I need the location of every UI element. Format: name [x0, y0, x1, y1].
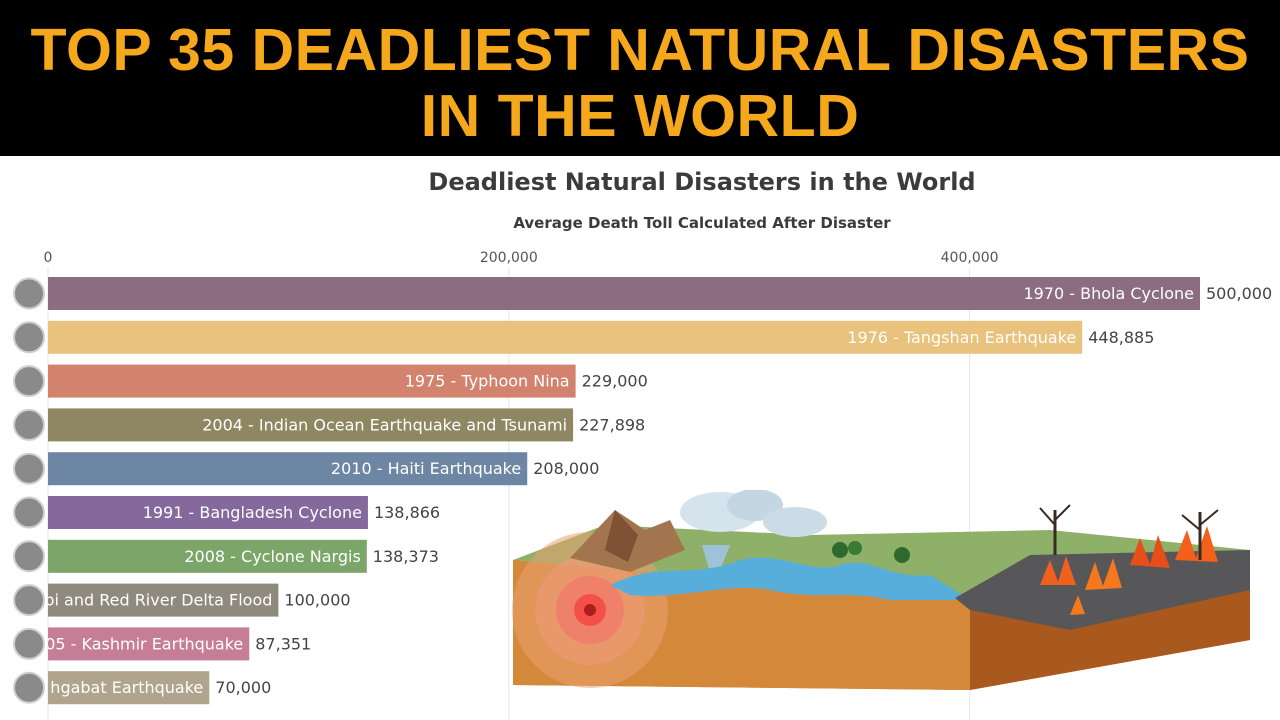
bar-label: 2010 - Haiti Earthquake — [331, 459, 521, 478]
bar — [48, 671, 210, 705]
bar — [48, 583, 279, 617]
disaster-thumbnail-icon — [13, 671, 45, 704]
value-label: 208,000 — [533, 459, 599, 478]
bar-label: 1970 - Bhola Cyclone — [1023, 284, 1194, 303]
value-label: 100,000 — [284, 591, 350, 610]
bar — [48, 277, 1200, 310]
chart-area: Deadliest Natural Disasters in the World… — [0, 156, 1280, 720]
bar-label: 2004 - Indian Ocean Earthquake and Tsuna… — [202, 415, 567, 434]
chart-subtitle: Average Death Toll Calculated After Disa… — [513, 214, 891, 232]
disaster-thumbnail-icon — [13, 408, 45, 441]
bar-chart: 0 200,000 400,000 1970 - Bhola Cyclone 500,0… — [13, 250, 1272, 720]
x-tick-label: 200,000 — [480, 250, 538, 266]
bar — [48, 364, 576, 398]
title-banner: TOP 35 DEADLIEST NATURAL DISASTERS IN TH… — [0, 0, 1280, 156]
bar-label: 1975 - Typhoon Nina — [405, 372, 570, 391]
bar — [48, 320, 1083, 354]
disaster-thumbnail-icon — [13, 584, 45, 617]
value-label: 70,000 — [215, 678, 271, 697]
bar-label: 1976 - Tangshan Earthquake — [847, 328, 1076, 347]
x-tick-label: 400,000 — [941, 250, 999, 266]
disaster-thumbnail-icon — [13, 452, 45, 485]
x-tick-label: 0 — [44, 250, 53, 266]
value-label: 138,373 — [373, 547, 439, 566]
disaster-thumbnail-icon — [13, 496, 45, 529]
value-label: 138,866 — [374, 503, 440, 522]
value-label: 229,000 — [582, 372, 648, 391]
banner-title-line-1: TOP 35 DEADLIEST NATURAL DISASTERS — [30, 17, 1250, 83]
disaster-thumbnail-icon — [13, 540, 45, 573]
disaster-thumbnail-icon — [13, 627, 45, 660]
banner-title-line-2: IN THE WORLD — [420, 83, 860, 149]
bar — [48, 452, 528, 486]
value-label: 500,000 — [1206, 284, 1272, 303]
bar-label: 05 - Kashmir Earthquake — [45, 634, 243, 653]
bar — [48, 496, 368, 529]
bar-label: pi and Red River Delta Flood — [44, 591, 272, 610]
value-label: 227,898 — [579, 415, 645, 434]
natural-disasters-landscape-icon — [512, 490, 1250, 690]
bar — [48, 627, 250, 661]
disaster-thumbnail-icon — [13, 365, 45, 398]
value-label: 87,351 — [255, 634, 311, 653]
disaster-thumbnail-icon — [13, 277, 45, 310]
bar-label: hgabat Earthquake — [50, 678, 203, 697]
chart-title: Deadliest Natural Disasters in the World — [428, 168, 976, 196]
disaster-thumbnail-icon — [13, 321, 45, 354]
bar — [48, 408, 574, 442]
bar-label: 1991 - Bangladesh Cyclone — [143, 503, 362, 522]
value-label: 448,885 — [1088, 328, 1154, 347]
bar — [48, 539, 367, 573]
bar-label: 2008 - Cyclone Nargis — [184, 547, 360, 566]
